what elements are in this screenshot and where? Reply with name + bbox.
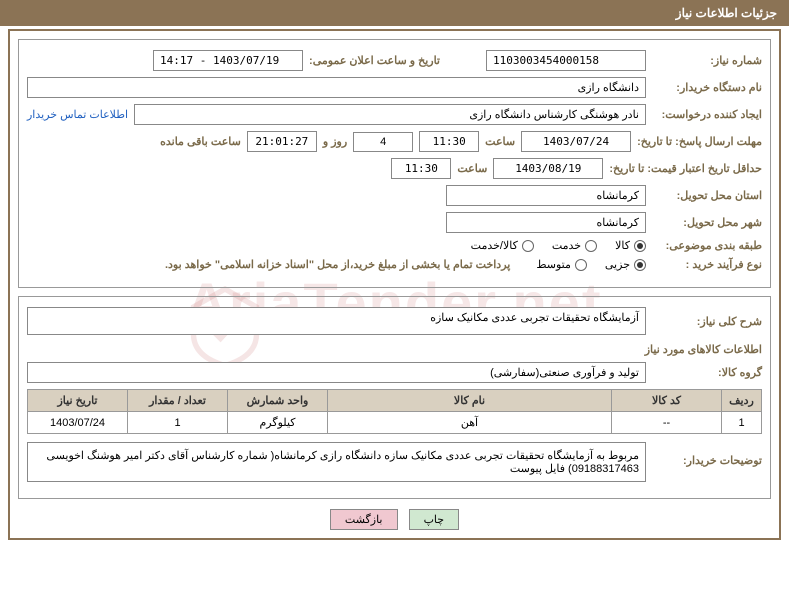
process-radios: جزیی متوسط <box>536 258 646 271</box>
deadline-remain-label: ساعت باقی مانده <box>160 135 241 148</box>
row-requester: ایجاد کننده درخواست: نادر هوشنگی کارشناس… <box>27 104 762 125</box>
deadline-days-label: روز و <box>323 135 347 148</box>
goods-table: ردیف کد کالا نام کالا واحد شمارش تعداد /… <box>27 389 762 434</box>
radio-dot-icon <box>585 240 597 252</box>
validity-time-label: ساعت <box>457 162 487 175</box>
page-title-bar: جزئیات اطلاعات نیاز <box>0 0 789 26</box>
th-name: نام کالا <box>328 390 612 412</box>
th-date: تاریخ نیاز <box>28 390 128 412</box>
cell-name: آهن <box>328 412 612 434</box>
radio-medium[interactable]: متوسط <box>536 258 587 271</box>
general-desc-value: آزمایشگاه تحقیقات تجربی عددی مکانیک سازه <box>27 307 646 335</box>
announce-value: 14:17 - 1403/07/19 <box>153 50 303 71</box>
contact-link[interactable]: اطلاعات تماس خریدار <box>27 108 128 121</box>
validity-date: 1403/08/19 <box>493 158 603 179</box>
radio-medium-label: متوسط <box>536 258 571 271</box>
description-section: شرح کلی نیاز: آزمایشگاه تحقیقات تجربی عد… <box>18 296 771 499</box>
buyer-org-label: نام دستگاه خریدار: <box>652 81 762 94</box>
deadline-time-label: ساعت <box>485 135 515 148</box>
process-note: پرداخت تمام یا بخشی از مبلغ خرید،از محل … <box>165 258 510 271</box>
cell-code: -- <box>612 412 722 434</box>
deadline-date: 1403/07/24 <box>521 131 631 152</box>
print-button[interactable]: چاپ <box>409 509 460 530</box>
page-title: جزئیات اطلاعات نیاز <box>676 6 777 20</box>
th-row: ردیف <box>722 390 762 412</box>
cell-unit: کیلوگرم <box>228 412 328 434</box>
radio-dot-icon <box>575 259 587 271</box>
need-number-value: 1103003454000158 <box>486 50 646 71</box>
general-desc-label: شرح کلی نیاز: <box>652 315 762 328</box>
row-process: نوع فرآیند خرید : جزیی متوسط پرداخت تمام… <box>27 258 762 271</box>
th-code: کد کالا <box>612 390 722 412</box>
requester-label: ایجاد کننده درخواست: <box>652 108 762 121</box>
radio-partial-label: جزیی <box>605 258 630 271</box>
goods-group-label: گروه کالا: <box>652 366 762 379</box>
city-label: شهر محل تحویل: <box>652 216 762 229</box>
radio-goods-label: کالا <box>615 239 630 252</box>
row-need-number: شماره نیاز: 1103003454000158 تاریخ و ساع… <box>27 50 762 71</box>
province-label: استان محل تحویل: <box>652 189 762 202</box>
buyer-notes-label: توضیحات خریدار: <box>652 442 762 467</box>
deadline-days: 4 <box>353 132 413 152</box>
radio-dot-icon <box>634 259 646 271</box>
details-section: شماره نیاز: 1103003454000158 تاریخ و ساع… <box>18 39 771 288</box>
city-value: کرمانشاه <box>446 212 646 233</box>
radio-dot-icon <box>634 240 646 252</box>
cell-row: 1 <box>722 412 762 434</box>
category-radios: کالا خدمت کالا/خدمت <box>471 239 646 252</box>
process-label: نوع فرآیند خرید : <box>652 258 762 271</box>
cell-qty: 1 <box>128 412 228 434</box>
th-unit: واحد شمارش <box>228 390 328 412</box>
deadline-counter: 21:01:27 <box>247 131 317 152</box>
row-goods-group: گروه کالا: تولید و فرآوری صنعتی(سفارشی) <box>27 362 762 383</box>
row-validity: حداقل تاریخ اعتبار قیمت: تا تاریخ: 1403/… <box>27 158 762 179</box>
button-row: چاپ بازگشت <box>18 509 771 530</box>
row-category: طبقه بندی موضوعی: کالا خدمت کالا/خدمت <box>27 239 762 252</box>
goods-group-value: تولید و فرآوری صنعتی(سفارشی) <box>27 362 646 383</box>
table-header-row: ردیف کد کالا نام کالا واحد شمارش تعداد /… <box>28 390 762 412</box>
category-label: طبقه بندی موضوعی: <box>652 239 762 252</box>
row-city: شهر محل تحویل: کرمانشاه <box>27 212 762 233</box>
validity-label: حداقل تاریخ اعتبار قیمت: تا تاریخ: <box>609 162 762 175</box>
deadline-label: مهلت ارسال پاسخ: تا تاریخ: <box>637 135 762 148</box>
table-row: 1 -- آهن کیلوگرم 1 1403/07/24 <box>28 412 762 434</box>
back-button[interactable]: بازگشت <box>330 509 398 530</box>
radio-dot-icon <box>522 240 534 252</box>
radio-both-label: کالا/خدمت <box>471 239 518 252</box>
radio-partial[interactable]: جزیی <box>605 258 646 271</box>
row-buyer-org: نام دستگاه خریدار: دانشگاه رازی <box>27 77 762 98</box>
row-deadline: مهلت ارسال پاسخ: تا تاریخ: 1403/07/24 سا… <box>27 131 762 152</box>
announce-label: تاریخ و ساعت اعلان عمومی: <box>309 54 440 67</box>
row-province: استان محل تحویل: کرمانشاه <box>27 185 762 206</box>
province-value: کرمانشاه <box>446 185 646 206</box>
radio-service[interactable]: خدمت <box>552 239 597 252</box>
buyer-notes-value: مربوط به آزمایشگاه تحقیقات تجربی عددی مک… <box>27 442 646 482</box>
requester-value: نادر هوشنگی کارشناس دانشگاه رازی <box>134 104 646 125</box>
deadline-time: 11:30 <box>419 131 479 152</box>
row-general-desc: شرح کلی نیاز: آزمایشگاه تحقیقات تجربی عد… <box>27 307 762 335</box>
need-number-label: شماره نیاز: <box>652 54 762 67</box>
radio-goods[interactable]: کالا <box>615 239 646 252</box>
cell-date: 1403/07/24 <box>28 412 128 434</box>
main-frame: شماره نیاز: 1103003454000158 تاریخ و ساع… <box>8 29 781 540</box>
radio-service-label: خدمت <box>552 239 581 252</box>
goods-info-title: اطلاعات کالاهای مورد نیاز <box>27 343 762 356</box>
row-buyer-notes: توضیحات خریدار: مربوط به آزمایشگاه تحقیق… <box>27 442 762 482</box>
validity-time: 11:30 <box>391 158 451 179</box>
radio-both[interactable]: کالا/خدمت <box>471 239 534 252</box>
buyer-org-value: دانشگاه رازی <box>27 77 646 98</box>
th-qty: تعداد / مقدار <box>128 390 228 412</box>
